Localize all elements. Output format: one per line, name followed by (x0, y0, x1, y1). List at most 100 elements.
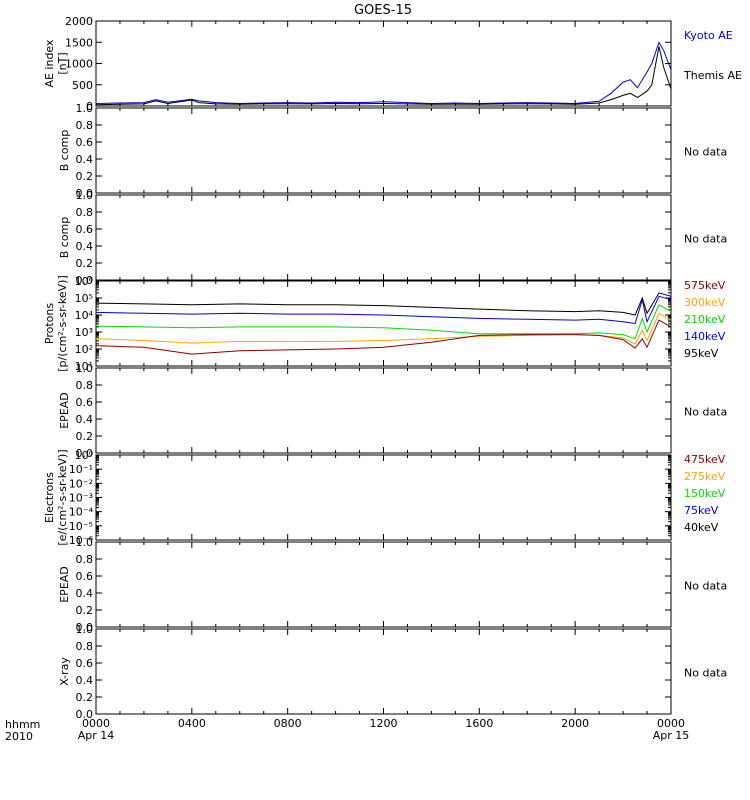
legend-entry: 150keV (684, 487, 726, 500)
x-tick-label: 2000 (561, 717, 589, 730)
legend-entry: 275keV (684, 470, 726, 483)
y-tick-label: 0.0 (76, 708, 94, 721)
legend-entry: 210keV (684, 313, 726, 326)
y-tick-label: 10⁰ (75, 449, 94, 462)
series-line (95, 312, 672, 345)
x-tick-label: 1600 (465, 717, 493, 730)
y-tick-label: 10³ (75, 326, 93, 339)
legend-entry: Themis AE (683, 69, 742, 82)
panels-group: 0 500 1000 1500 2000 AE index [nT] Kyoto AE Them… (43, 15, 742, 721)
series-line (95, 46, 672, 106)
y-tick-label: 0.8 (76, 640, 94, 653)
y-axis-label: Electrons (43, 472, 56, 523)
y-tick-label: 10⁶ (75, 275, 94, 288)
y-tick-label: 1.0 (76, 102, 94, 115)
y-tick-label: 500 (72, 79, 93, 92)
y-tick-label: 10¹ (75, 360, 93, 373)
x-tick-label: 0000 (82, 717, 110, 730)
y-tick-label: 0.6 (76, 570, 94, 583)
x-tick-label: 0800 (274, 717, 302, 730)
y-axis-label: Protons (43, 303, 56, 344)
no-data-note: No data (684, 233, 727, 246)
series-line (95, 41, 672, 105)
panel-frame (95, 280, 672, 367)
y-tick-label: 0.4 (76, 413, 94, 426)
y-axis-label: [p/(cm²-s-sr-keV)] (56, 275, 69, 372)
panel-frame (95, 194, 672, 281)
y-tick-label: 1.0 (76, 536, 94, 549)
panel-bcomp2: 0.0 0.2 0.4 0.6 0.8 1.0 B comp No data (58, 189, 727, 287)
y-tick-label: 0.4 (76, 153, 94, 166)
x-tick-label: 0000 (657, 717, 685, 730)
y-tick-label: 0.8 (76, 206, 94, 219)
legend-entry: 300keV (684, 296, 726, 309)
no-data-note: No data (684, 580, 727, 593)
y-tick-label: 10⁵ (75, 292, 93, 305)
y-tick-label: 10⁻¹ (69, 463, 93, 476)
y-tick-label: 2000 (65, 15, 93, 28)
x-date-label: Apr 14 (78, 729, 115, 742)
y-tick-label: 1.0 (76, 189, 94, 202)
y-tick-label: 10⁻³ (69, 492, 93, 505)
panel-frame (95, 367, 672, 454)
no-data-note: No data (684, 406, 727, 419)
y-tick-label: 0.6 (76, 657, 94, 670)
panel-epead2: 0.0 0.2 0.4 0.6 0.8 1.0 EPEAD No data (58, 536, 727, 634)
y-tick-label: 0.2 (76, 430, 94, 443)
y-tick-label: 0.4 (76, 240, 94, 253)
panel-protons: 10¹ 10² 10³ 10⁴ 10⁵ 10⁶ Protons [p/(cm²-s-sr-ke… (43, 275, 726, 373)
y-tick-label: 10⁻⁶ (69, 534, 94, 547)
y-tick-label: 1.0 (76, 362, 94, 375)
panel-frame (95, 541, 672, 628)
y-tick-label: 1000 (65, 58, 93, 71)
y-axis-label: [nT] (56, 52, 69, 74)
y-tick-label: 1500 (65, 36, 93, 49)
y-tick-label: 0.0 (76, 274, 94, 287)
y-axis-label: AE index (43, 39, 56, 88)
y-tick-label: 0 (86, 100, 93, 113)
y-axis-label: [e/(cm²-s-sr-keV)] (56, 449, 69, 545)
y-tick-label: 0.2 (76, 691, 94, 704)
y-axis-label: X-ray (58, 657, 71, 686)
y-tick-label: 0.2 (76, 257, 94, 270)
y-tick-label: 0.0 (76, 187, 94, 200)
y-axis-label: B comp (58, 217, 71, 259)
x-date-label: Apr 15 (653, 729, 690, 742)
y-tick-label: 0.8 (76, 379, 94, 392)
legend-entry: 575keV (684, 279, 726, 292)
panel-frame (95, 20, 672, 107)
y-tick-label: 0.8 (76, 553, 94, 566)
y-tick-label: 0.6 (76, 396, 94, 409)
panel-frame (95, 454, 672, 541)
panel-epead1: 0.0 0.2 0.4 0.6 0.8 1.0 EPEAD No data (58, 362, 727, 460)
legend-entry: 75keV (684, 504, 719, 517)
panel-ae: 0 500 1000 1500 2000 AE index [nT] Kyoto AE Them… (43, 15, 742, 113)
series-line (95, 304, 672, 340)
y-tick-label: 0.2 (76, 604, 94, 617)
y-axis-label: B comp (58, 130, 71, 172)
legend-entry: 475keV (684, 453, 726, 466)
y-tick-label: 0.0 (76, 621, 94, 634)
legend-entry: 95keV (684, 347, 719, 360)
panel-frame (95, 628, 672, 715)
y-axis-label: EPEAD (58, 392, 71, 429)
legend-entry: 140keV (684, 330, 726, 343)
y-tick-label: 0.4 (76, 587, 94, 600)
y-tick-label: 0.6 (76, 136, 94, 149)
y-tick-label: 0.4 (76, 674, 94, 687)
legend-entry: Kyoto AE (684, 29, 733, 42)
panel-bcomp1: 0.0 0.2 0.4 0.6 0.8 1.0 B comp No data (58, 102, 727, 200)
x-tick-label: 1200 (370, 717, 398, 730)
no-data-note: No data (684, 146, 727, 159)
legend-entry: 40keV (684, 521, 719, 534)
y-tick-label: 10⁻² (69, 477, 93, 490)
x-tick-label: 0400 (178, 717, 206, 730)
series-line (95, 292, 672, 316)
y-tick-label: 10⁻⁵ (69, 520, 93, 533)
y-axis-label: EPEAD (58, 566, 71, 603)
y-tick-label: 10² (75, 343, 93, 356)
series-line (95, 295, 672, 325)
